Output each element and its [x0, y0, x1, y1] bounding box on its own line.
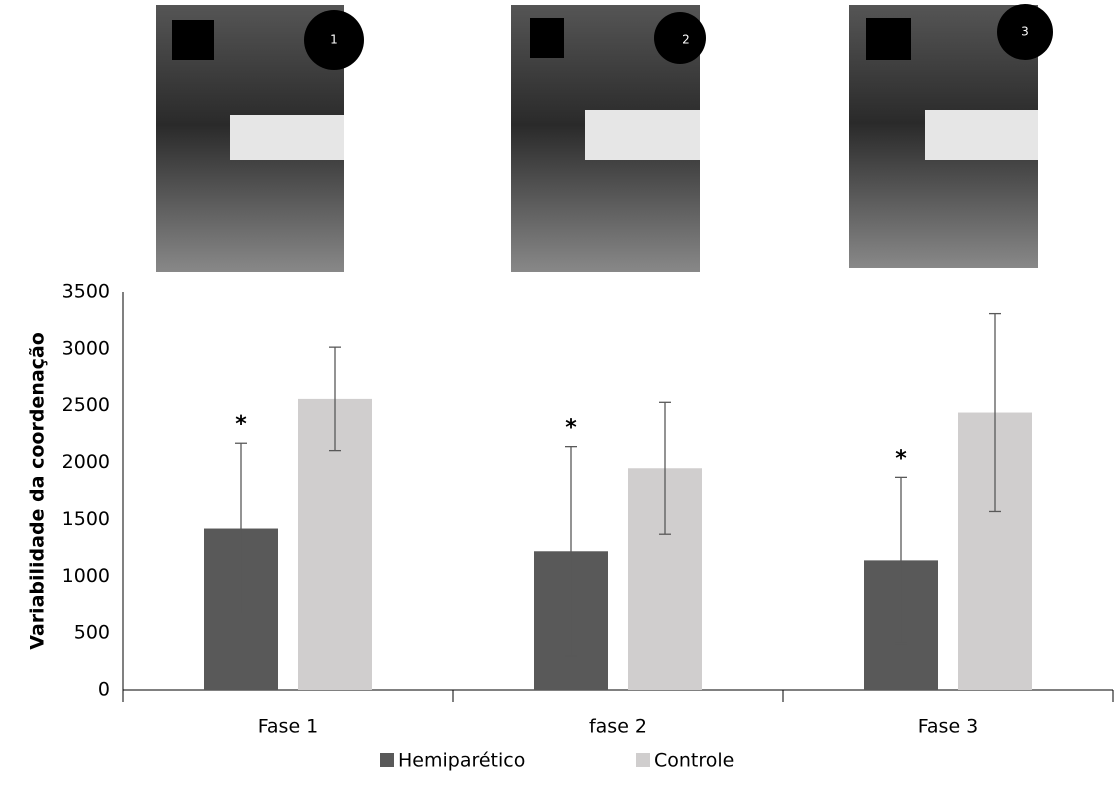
significance-mark: * [235, 412, 247, 437]
legend-swatch [380, 753, 394, 767]
x-tick-label: fase 2 [589, 716, 647, 738]
legend-label: Controle [654, 750, 734, 772]
y-tick-label: 2000 [62, 451, 110, 473]
legend-label: Hemiparético [398, 750, 525, 772]
photo-panel: 2 [511, 5, 706, 272]
y-tick-label: 1500 [62, 508, 110, 530]
y-tick-label: 3000 [62, 337, 110, 359]
x-tick-label: Fase 3 [918, 716, 979, 738]
y-tick-label: 0 [98, 679, 110, 701]
photo-panel: 3 [849, 4, 1053, 268]
x-tick-label: Fase 1 [258, 716, 319, 738]
photo-number: 1 [330, 33, 338, 47]
y-tick-label: 500 [74, 622, 110, 644]
photo-number: 2 [682, 33, 690, 47]
photo-panel: 1 [156, 5, 364, 272]
legend-swatch [636, 753, 650, 767]
significance-mark: * [565, 416, 577, 441]
photo-number: 3 [1021, 25, 1029, 39]
significance-mark: * [895, 446, 907, 471]
y-tick-label: 1000 [62, 565, 110, 587]
y-tick-label: 2500 [62, 394, 110, 416]
figure: 1 2 3 Variabilidade da coordenação 0 500 1… [0, 0, 1114, 798]
y-tick-label: 3500 [62, 281, 110, 303]
y-axis-label: Variabilidade da coordenação [27, 332, 49, 650]
